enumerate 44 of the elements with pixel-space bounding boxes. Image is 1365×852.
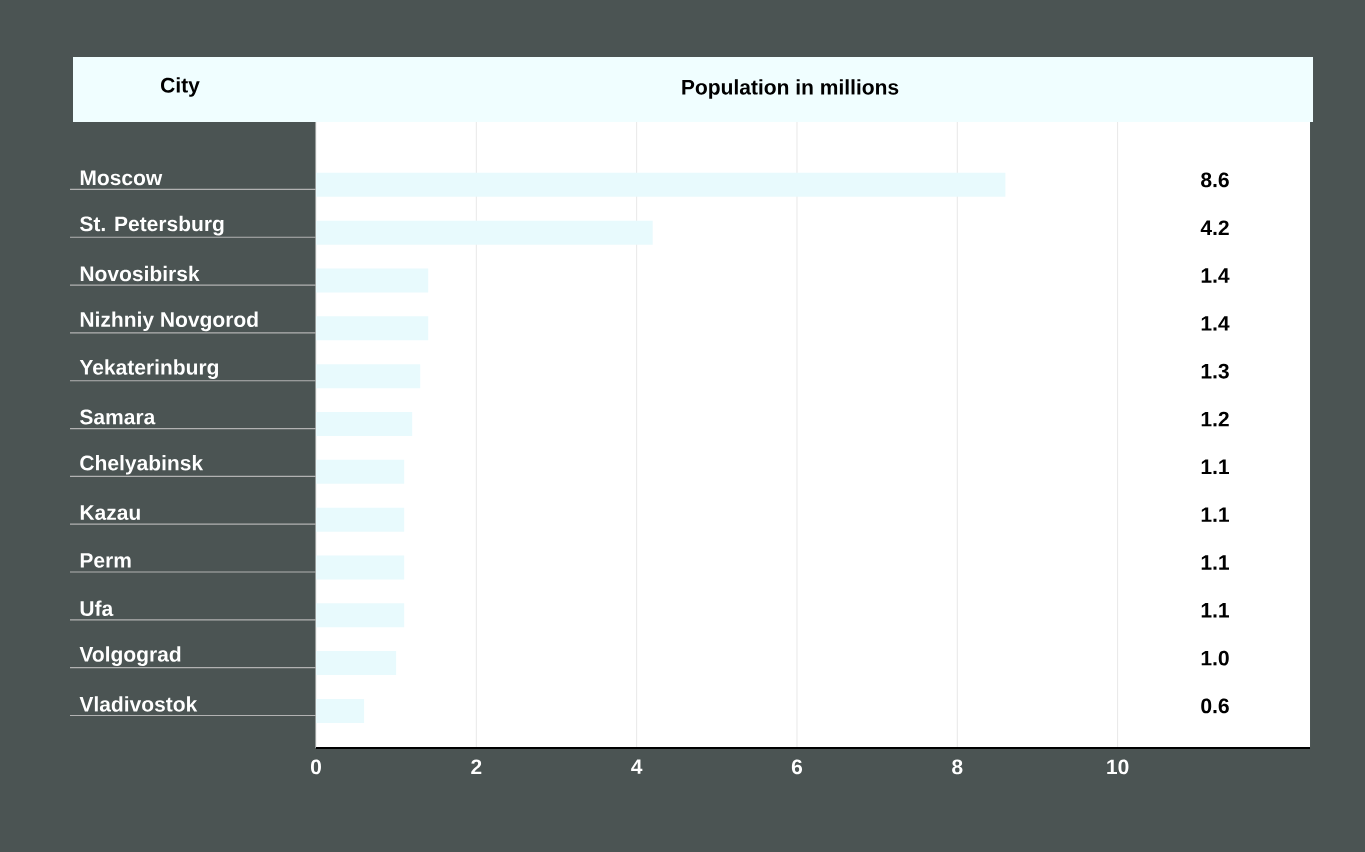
bar <box>316 459 405 484</box>
y-tick-label: St. Petersburg <box>79 215 224 236</box>
x-tick-label: 0 <box>310 759 321 775</box>
bar <box>316 220 653 245</box>
bar <box>316 555 405 580</box>
data-label: 1.0 <box>1201 650 1229 666</box>
y-tick-label: Volgograd <box>79 646 181 666</box>
y-tick-label: Kazau <box>80 505 140 520</box>
data-label: 1.1 <box>1201 459 1229 475</box>
data-label: 1.1 <box>1201 603 1229 618</box>
y-tick-label: Moscow <box>80 170 163 186</box>
y-tick-label: Chelyabinsk <box>80 455 204 475</box>
data-label: 1.1 <box>1201 507 1229 522</box>
y-tick-label: Yekaterinburg <box>79 359 219 379</box>
data-label: 1.4 <box>1201 268 1230 283</box>
y-tick-label: Samara <box>79 409 156 425</box>
bar <box>316 364 421 389</box>
bar <box>316 268 429 293</box>
x-tick-label: 8 <box>952 759 963 775</box>
bar <box>316 603 405 628</box>
y-tick-label: Novosibirsk <box>80 265 200 282</box>
data-label: 4.2 <box>1200 220 1229 236</box>
bar <box>316 411 413 436</box>
data-label: 1.3 <box>1201 363 1229 379</box>
x-tick-label: 4 <box>631 759 643 774</box>
bar <box>316 507 405 532</box>
bar <box>316 316 429 341</box>
y-axis-title: City <box>161 77 200 97</box>
bar <box>316 651 397 676</box>
data-label: 8.6 <box>1201 172 1229 188</box>
data-label: 1.1 <box>1201 555 1229 570</box>
x-tick-label: 6 <box>791 759 803 775</box>
y-tick-label: Nizhniy Novgorod <box>80 311 258 332</box>
bar <box>316 698 365 723</box>
y-tick-label: Ufa <box>80 600 114 616</box>
chart-title: Population in millions <box>682 79 899 99</box>
y-tick-label: Perm <box>80 553 131 568</box>
x-tick-label: 2 <box>471 759 482 775</box>
x-tick-label: 10 <box>1107 759 1129 775</box>
data-label: 0.6 <box>1201 698 1229 714</box>
data-label: 1.2 <box>1201 411 1229 427</box>
y-tick-label: Vladivostok <box>79 696 198 712</box>
bar <box>316 172 1006 197</box>
data-label: 1.4 <box>1201 316 1230 331</box>
